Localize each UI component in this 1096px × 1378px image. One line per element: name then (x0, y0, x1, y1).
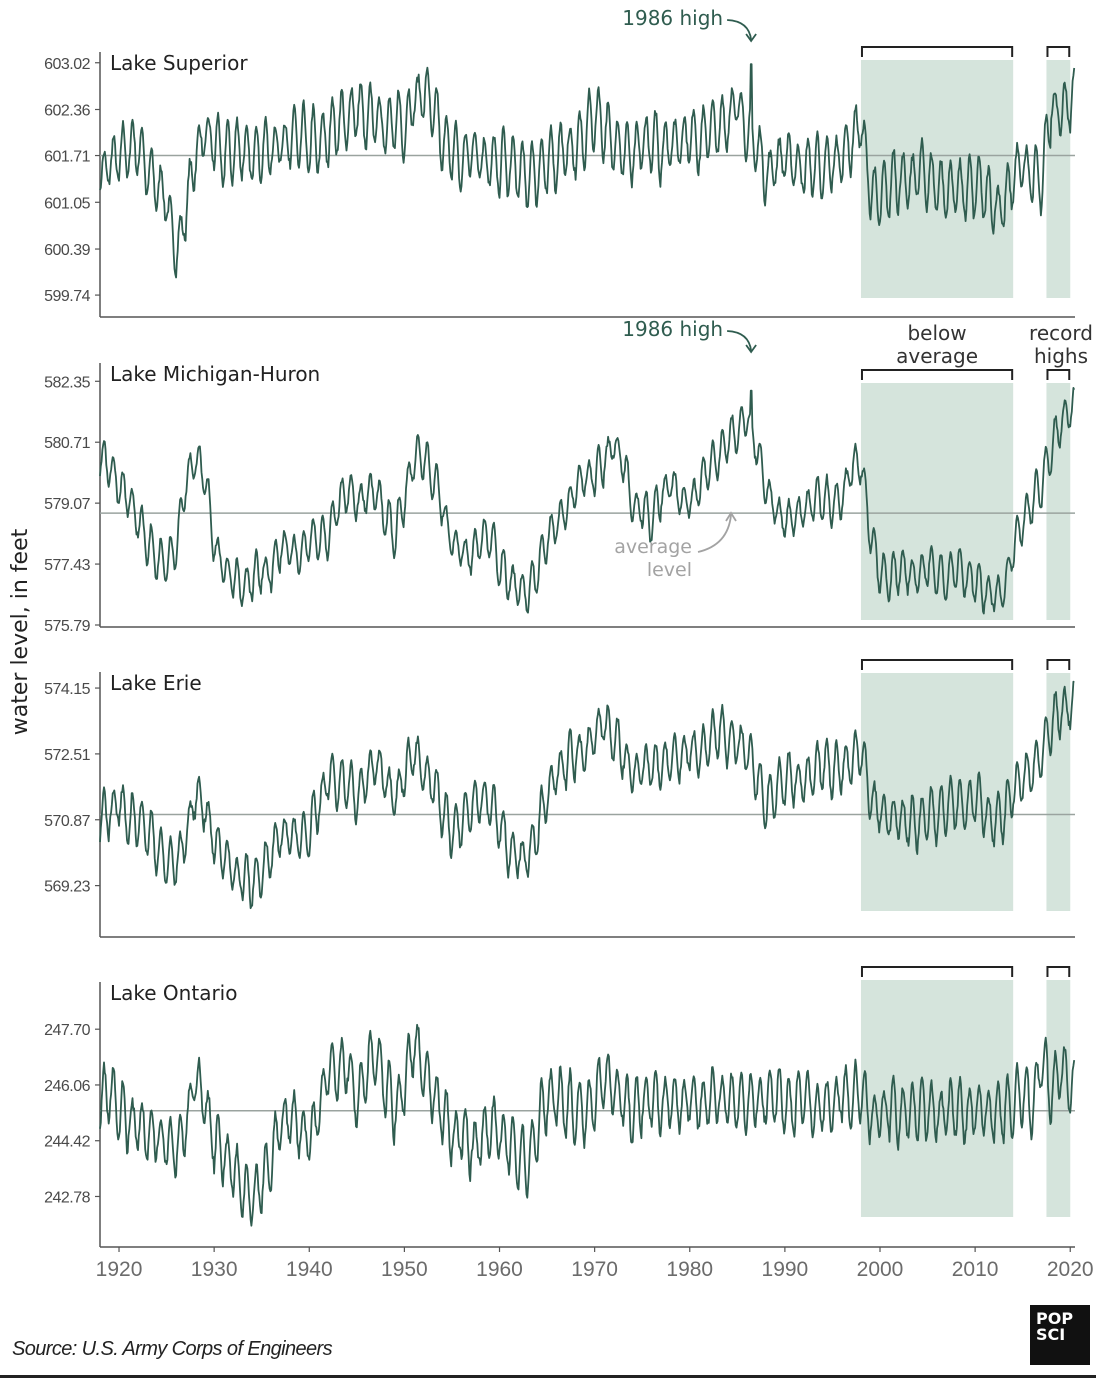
period-bracket-2 (1046, 46, 1071, 57)
x-tick-label: 2010 (952, 1258, 999, 1281)
annotation-1986-high: 1986 high (622, 317, 723, 341)
y-tick-label: 575.79 (44, 618, 91, 635)
logo-line-1: POP (1036, 1309, 1074, 1328)
y-tick-label: 570.87 (44, 813, 91, 830)
y-tick-label: 582.35 (44, 374, 91, 391)
average-level-label: average (614, 536, 692, 558)
period-bracket-2 (1046, 966, 1071, 977)
y-tick-label: 603.02 (44, 56, 91, 73)
panel-title: Lake Superior (110, 51, 248, 75)
annotation-arrowhead (745, 344, 757, 354)
y-tick-label: 572.51 (44, 747, 91, 764)
series-line-lake-michigan-huron (99, 387, 1076, 615)
popsci-logo: POP SCI (1030, 1305, 1090, 1365)
y-tick-label: 246.06 (44, 1078, 91, 1095)
logo-line-2: SCI (1036, 1325, 1066, 1344)
x-tick-label: 1960 (476, 1258, 523, 1281)
source-note: Source: U.S. Army Corps of Engineers (12, 1338, 333, 1360)
y-tick-label: 602.36 (44, 103, 91, 120)
x-tick-label: 1950 (381, 1258, 428, 1281)
shaded-period-1 (860, 673, 1014, 911)
below-average-label: below (907, 321, 966, 345)
average-level-arrow (697, 514, 732, 553)
y-tick-label: 601.71 (44, 149, 91, 166)
annotation-arrowhead (745, 33, 757, 43)
below-average-label: average (896, 344, 978, 368)
average-level-label: level (647, 559, 692, 581)
annotation-arrow (727, 330, 753, 352)
panel-title: Lake Michigan-Huron (110, 362, 320, 386)
annotation-1986-high: 1986 high (622, 6, 723, 30)
series-line-lake-ontario (99, 1023, 1076, 1227)
series-line-lake-erie (99, 680, 1075, 910)
period-bracket-1 (860, 369, 1014, 380)
average-level-arrowhead (725, 511, 737, 522)
record-highs-label: highs (1034, 344, 1088, 368)
x-tick-label: 1990 (762, 1258, 809, 1281)
y-tick-label: 580.71 (44, 435, 91, 452)
y-tick-label: 244.42 (44, 1134, 91, 1151)
period-bracket-2 (1046, 369, 1071, 380)
shaded-period-2 (1046, 60, 1071, 298)
y-tick-label: 601.05 (44, 195, 91, 212)
y-tick-label: 579.07 (44, 496, 91, 513)
panel-title: Lake Ontario (110, 981, 237, 1005)
period-bracket-1 (860, 46, 1014, 57)
y-tick-label: 599.74 (44, 288, 91, 305)
series-line-lake-superior (99, 63, 1076, 279)
y-tick-label: 242.78 (44, 1189, 91, 1206)
x-tick-label: 1940 (286, 1258, 333, 1281)
x-tick-label: 1930 (191, 1258, 238, 1281)
bottom-rule (0, 1375, 1096, 1378)
panel-title: Lake Erie (110, 671, 202, 695)
x-tick-label: 1970 (571, 1258, 618, 1281)
x-tick-label: 1980 (666, 1258, 713, 1281)
y-tick-label: 600.39 (44, 242, 91, 259)
period-bracket-1 (860, 659, 1014, 670)
annotation-arrow (727, 19, 753, 41)
record-highs-label: record (1029, 321, 1093, 345)
y-tick-label: 569.23 (44, 879, 91, 896)
y-axis-label: water level, in feet (8, 528, 33, 735)
x-tick-label: 1920 (96, 1258, 143, 1281)
x-tick-label: 2000 (857, 1258, 904, 1281)
y-tick-label: 574.15 (44, 681, 91, 698)
period-bracket-1 (860, 966, 1014, 977)
y-tick-label: 577.43 (44, 557, 91, 574)
y-tick-label: 247.70 (44, 1022, 91, 1039)
x-tick-label: 2020 (1047, 1258, 1094, 1281)
period-bracket-2 (1046, 659, 1071, 670)
